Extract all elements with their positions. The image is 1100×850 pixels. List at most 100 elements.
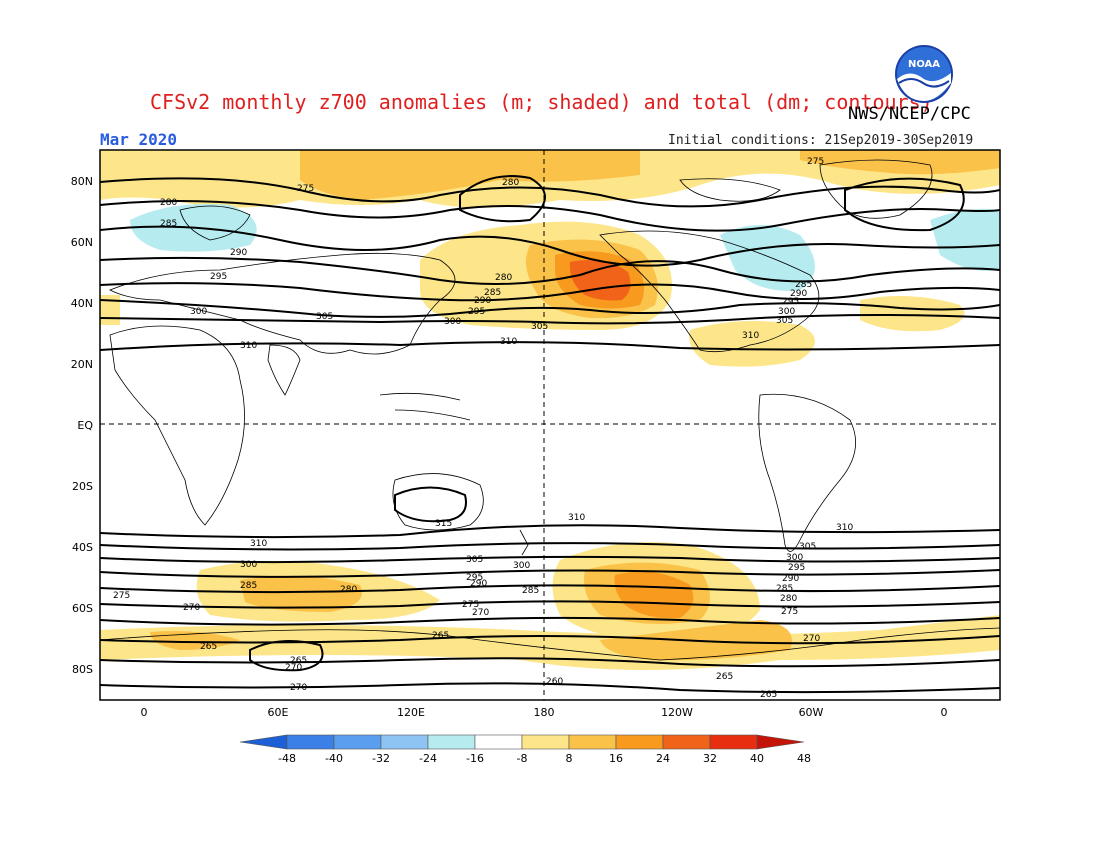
agency-label: NWS/NCEP/CPC [848,104,971,124]
contour-label: 295 [466,573,483,583]
latitude-axis: 80N 60N 40N 20N EQ 20S 40S 60S 80S [71,175,94,676]
contour-label: 310 [568,513,585,523]
colorbar-label: -48 [278,752,296,765]
colorbar-label: 16 [609,752,623,765]
contour-label: 280 [340,585,357,595]
valid-month-label: Mar 2020 [100,130,178,149]
contour-label: 265 [760,690,777,700]
contour-label: 285 [776,584,793,594]
lon-label: 0 [941,706,948,719]
lat-label: 20N [71,358,93,371]
contour-label: 285 [240,581,257,591]
lat-label: 60N [71,236,93,249]
contour-label: 310 [836,523,853,533]
contour-label: 280 [495,273,512,283]
contour-label: 290 [474,296,491,306]
contour-label: 305 [776,316,793,326]
colorbar-label: 24 [656,752,670,765]
colorbar-swatch [286,734,335,750]
contour-label: 290 [790,289,807,299]
colorbar-swatch [474,734,523,750]
lat-label: 20S [72,480,93,493]
longitude-axis: 0 60E 120E 180 120W 60W 0 [141,706,948,719]
contour-label: 265 [290,656,307,666]
contour-label: 315 [435,519,452,529]
colorbar-swatch [615,734,664,750]
colorbar-swatch [662,734,711,750]
contour-label: 300 [778,307,795,317]
colorbar-label: 8 [566,752,573,765]
colorbar: -48 -40 -32 -24 -16 -8 8 16 24 32 40 48 [239,734,811,765]
lat-label: EQ [77,419,93,432]
contour-label: 310 [500,337,517,347]
contour-label: 285 [484,288,501,298]
colorbar-swatch [521,734,570,750]
initial-conditions-label: Initial conditions: 21Sep2019-30Sep2019 [668,133,974,148]
contour-label: 270 [803,634,820,644]
contour-labels: 275 280 285 290 295 300 305 310 315 280 … [113,157,853,700]
noaa-logo: NOAA [895,45,953,103]
contour-label: 310 [742,331,759,341]
contour-label: 290 [230,248,247,258]
contour-label: 270 [285,663,302,673]
contour-label: 310 [240,341,257,351]
colorbar-label: -16 [466,752,484,765]
colorbar-label: -8 [517,752,528,765]
contour-label: 305 [316,312,333,322]
lon-label: 60E [268,706,289,719]
contour-label: 260 [546,677,563,687]
contour-label: 275 [113,591,130,601]
lat-label: 80S [72,663,93,676]
lat-label: 60S [72,602,93,615]
lon-label: 60W [799,706,824,719]
contour-label: 270 [290,683,307,693]
coastlines [100,159,1000,661]
contour-label: 280 [502,178,519,188]
contour-label: 285 [795,280,812,290]
colorbar-label: 48 [797,752,811,765]
colorbar-swatch [568,734,617,750]
colorbar-swatch [333,734,382,750]
contour-label: 270 [183,603,200,613]
contour-label: 295 [782,297,799,307]
colorbar-label: 32 [703,752,717,765]
colorbar-label: -32 [372,752,390,765]
map-frame [99,149,1001,701]
colorbar-label: 40 [750,752,764,765]
contour-label: 265 [432,631,449,641]
contour-label: 300 [240,560,257,570]
lon-label: 120E [397,706,425,719]
contour-label: 295 [788,563,805,573]
colorbar-swatch [709,734,758,750]
contour-label: 295 [468,307,485,317]
contour-label: 300 [190,307,207,317]
contour-label: 285 [160,219,177,229]
contour-label: 300 [444,317,461,327]
contour-label: 275 [297,184,314,194]
lat-label: 40N [71,297,93,310]
contour-label: 280 [780,594,797,604]
contour-label: 275 [462,600,479,610]
chart-title: CFSv2 monthly z700 anomalies (m; shaded)… [150,90,933,114]
lat-label: 40S [72,541,93,554]
lon-label: 0 [141,706,148,719]
colorbar-label: -40 [325,752,343,765]
contour-label: 290 [470,579,487,589]
colorbar-swatch [239,734,288,750]
contour-label: 280 [160,198,177,208]
lat-label: 80N [71,175,93,188]
height-contours [100,175,1000,694]
contour-label: 290 [782,574,799,584]
colorbar-swatch [756,734,805,750]
contour-label: 305 [466,555,483,565]
contour-label: 310 [250,539,267,549]
colorbar-label: -24 [419,752,437,765]
contour-label: 270 [472,608,489,618]
contour-label: 265 [716,672,733,682]
contour-label: 305 [531,322,548,332]
contour-label: 275 [807,157,824,167]
contour-label: 305 [799,542,816,552]
contour-label: 265 [200,642,217,652]
lon-label: 120W [661,706,693,719]
